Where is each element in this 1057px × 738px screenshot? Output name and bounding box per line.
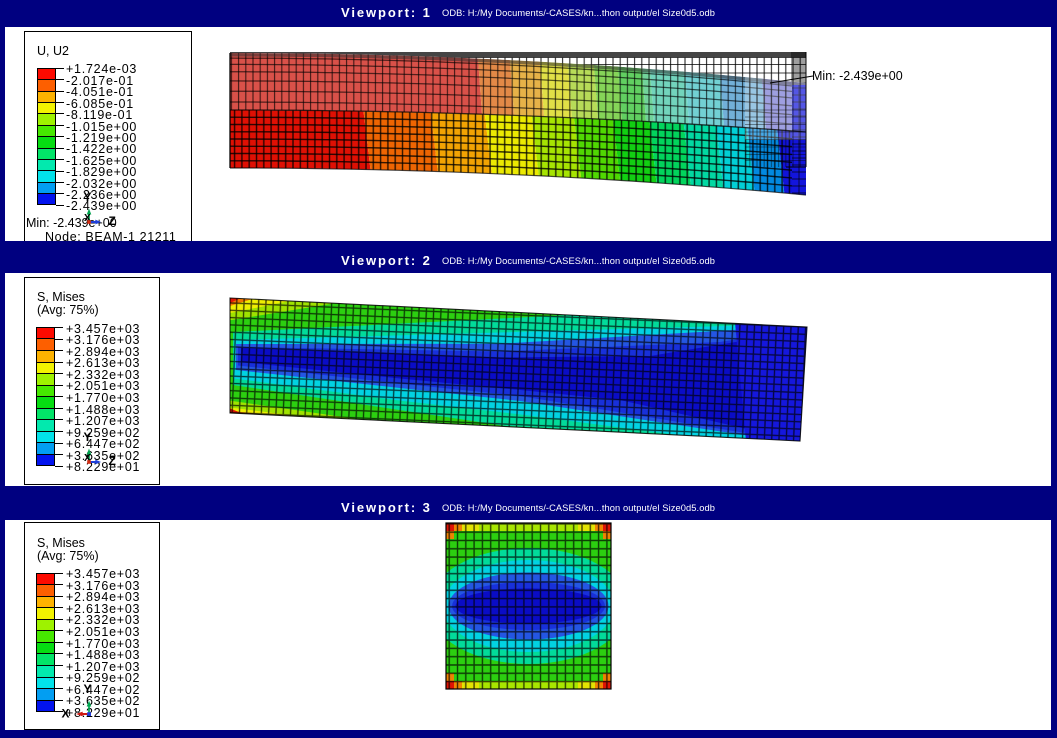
- svg-text:Y: Y: [84, 430, 92, 444]
- svg-text:Y: Y: [84, 190, 92, 204]
- svg-text:Y: Y: [84, 682, 92, 696]
- svg-text:Z: Z: [109, 214, 116, 228]
- svg-text:X: X: [62, 706, 70, 720]
- svg-text:Z: Z: [109, 454, 116, 468]
- svg-text:X: X: [84, 453, 91, 464]
- svg-text:X: X: [84, 213, 91, 224]
